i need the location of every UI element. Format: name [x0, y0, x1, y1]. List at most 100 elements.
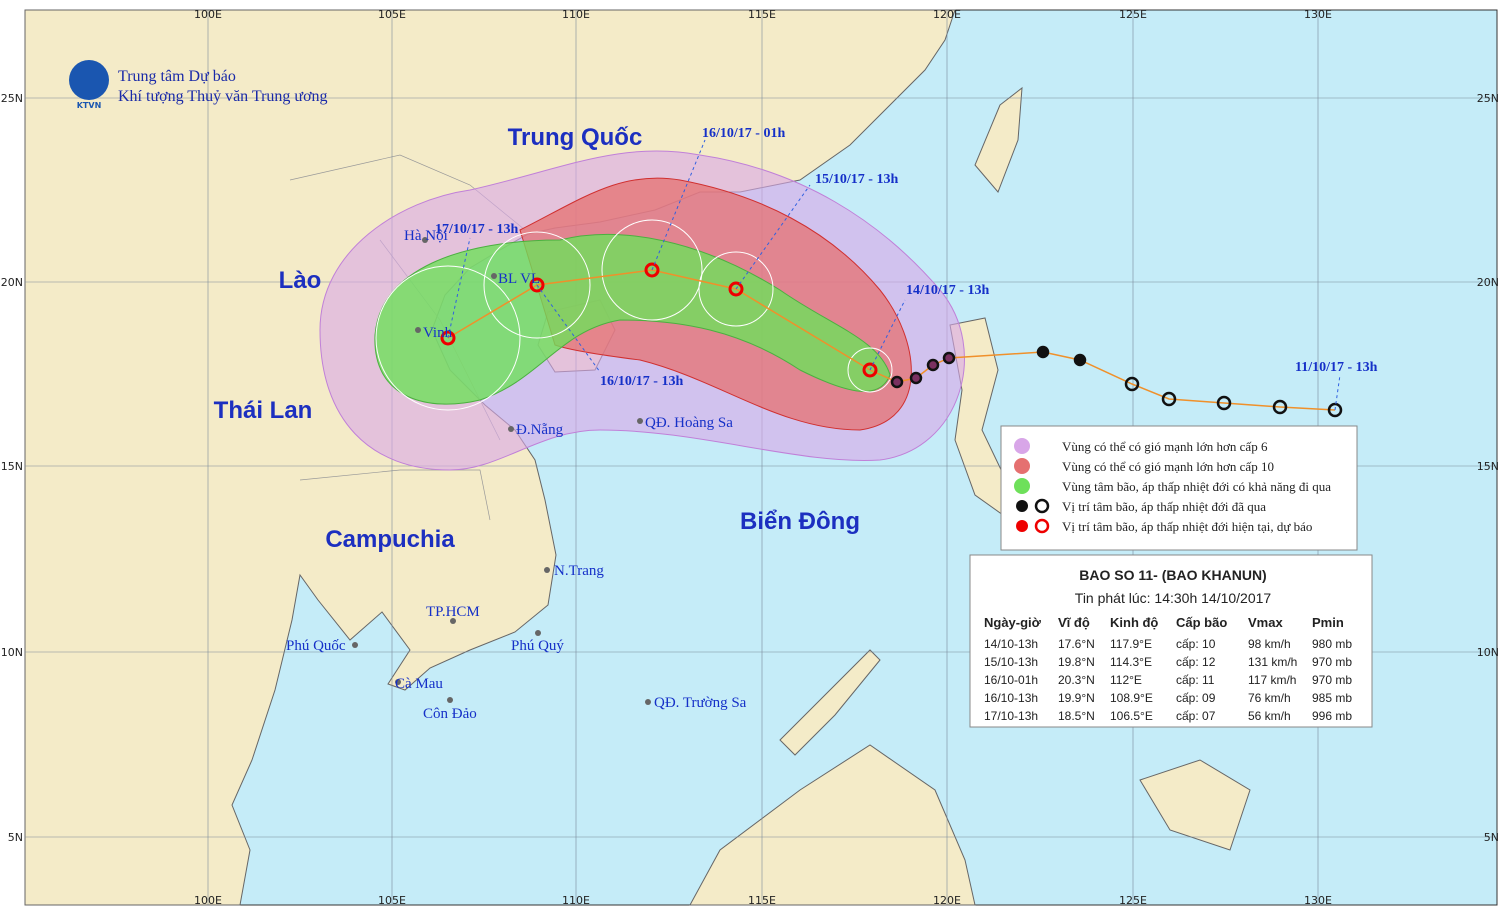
place-dot: [645, 699, 651, 705]
bulletin-cell: 114.3°E: [1110, 655, 1152, 669]
lat-label: 15N: [1477, 460, 1499, 473]
region-label: Lào: [279, 267, 322, 294]
lon-label: 130E: [1304, 8, 1332, 21]
bulletin-cell: 970 mb: [1312, 673, 1352, 687]
track-label: 14/10/17 - 13h: [906, 283, 989, 298]
bulletin-cell: 985 mb: [1312, 691, 1352, 705]
bulletin-cell: cấp: 09: [1176, 691, 1216, 705]
place-label: Vinh: [423, 325, 453, 341]
bulletin-cell: 117.9°E: [1110, 637, 1152, 651]
lon-label: 100E: [194, 8, 222, 21]
place-dot: [395, 679, 401, 685]
place-dot: [491, 273, 497, 279]
place-dot: [415, 327, 421, 333]
bulletin-cell: 17.6°N: [1058, 637, 1095, 651]
bulletin-cell: 131 km/h: [1248, 655, 1297, 669]
lon-label: 105E: [378, 894, 406, 907]
legend-swatch: [1014, 438, 1030, 454]
graticule: [25, 10, 1497, 905]
forecast-positions: [440, 262, 878, 378]
bulletin-cell: 996 mb: [1312, 709, 1352, 723]
bulletin-cell: 980 mb: [1312, 637, 1352, 651]
bulletin-cell: 19.9°N: [1058, 691, 1095, 705]
bulletin-cell: 16/10-13h: [984, 691, 1038, 705]
place-dot: [508, 426, 514, 432]
track-label: 17/10/17 - 13h: [435, 222, 518, 237]
bulletin-cell: cấp: 12: [1176, 655, 1216, 669]
bulletin-cell: 19.8°N: [1058, 655, 1095, 669]
legend-label: Vùng có thể có gió mạnh lớn hơn cấp 6: [1062, 439, 1268, 454]
bulletin-header: Pmin: [1312, 615, 1344, 630]
bulletin-header: Vmax: [1248, 615, 1283, 630]
bulletin-header: Kinh độ: [1110, 615, 1158, 630]
lon-label: 105E: [378, 8, 406, 21]
lat-label: 25N: [1, 92, 23, 105]
region-label: Campuchia: [325, 526, 455, 553]
lat-label: 5N: [1484, 831, 1499, 844]
bulletin-cell: 56 km/h: [1248, 709, 1291, 723]
place-label: QĐ. Trường Sa: [654, 695, 747, 711]
legend-box: [1000, 425, 1358, 551]
place-label: N.Trang: [554, 563, 604, 579]
track-label: 16/10/17 - 01h: [702, 126, 785, 141]
bulletin-title: BAO SO 11- (BAO KHANUN): [1079, 567, 1266, 583]
place-dot: [352, 642, 358, 648]
legend: [1000, 425, 1358, 551]
place-dot: [447, 697, 453, 703]
bulletin-header: Vĩ độ: [1058, 615, 1090, 630]
legend-label: Vị trí tâm bão, áp thấp nhiệt đới hiện t…: [1062, 519, 1312, 534]
lat-label: 5N: [8, 831, 23, 844]
place-label: TP.HCM: [426, 604, 480, 620]
radius-circles: [375, 219, 893, 411]
legend-label: Vùng tâm bão, áp thấp nhiệt đới có khả n…: [1062, 479, 1331, 494]
region-label: Thái Lan: [214, 397, 313, 424]
lon-label: 125E: [1119, 894, 1147, 907]
bulletin-box: [969, 554, 1373, 728]
bulletin-issued: Tin phát lúc: 14:30h 14/10/2017: [1075, 590, 1272, 606]
lat-label: 20N: [1477, 276, 1499, 289]
place-dot: [535, 630, 541, 636]
org-line: Trung tâm Dự báo: [118, 68, 236, 85]
past-positions: [890, 345, 1343, 418]
lon-label: 115E: [748, 894, 776, 907]
lon-label: 100E: [194, 894, 222, 907]
legend-swatch: [1014, 478, 1030, 494]
bulletin-cell: cấp: 10: [1176, 637, 1216, 651]
region-label: Trung Quốc: [508, 124, 643, 151]
lat-label: 10N: [1477, 646, 1499, 659]
lon-label: 110E: [562, 8, 590, 21]
bulletin-cell: 16/10-01h: [984, 673, 1038, 687]
lon-label: 120E: [933, 8, 961, 21]
legend-swatch: [1016, 500, 1028, 512]
place-dot: [422, 237, 428, 243]
place-label: Đ.Nẵng: [516, 422, 564, 438]
track-label: 16/10/17 - 13h: [600, 374, 683, 389]
place-label: Phú Quốc: [286, 638, 346, 654]
track-label: 15/10/17 - 13h: [815, 172, 898, 187]
org-line: Khí tượng Thuỷ văn Trung ương: [118, 88, 328, 105]
legend-label: Vị trí tâm bão, áp thấp nhiệt đới đã qua: [1062, 499, 1266, 514]
bulletin-cell: cấp: 07: [1176, 709, 1216, 723]
lon-label: 120E: [933, 894, 961, 907]
bulletin-cell: 76 km/h: [1248, 691, 1291, 705]
legend-swatch: [1034, 498, 1050, 514]
place-dot: [544, 567, 550, 573]
bulletin-cell: 20.3°N: [1058, 673, 1095, 687]
bulletin-cell: 15/10-13h: [984, 655, 1038, 669]
place-label: BL VL: [498, 271, 540, 287]
track: [447, 269, 1336, 411]
place-label: Côn Đảo: [423, 706, 477, 722]
legend-swatch: [1014, 458, 1030, 474]
bulletin-cell: 106.5°E: [1110, 709, 1153, 723]
place-label: QĐ. Hoàng Sa: [645, 415, 733, 431]
bulletin-cell: 970 mb: [1312, 655, 1352, 669]
bulletin-cell: 17/10-13h: [984, 709, 1038, 723]
lon-label: 125E: [1119, 8, 1147, 21]
bulletin-cell: 18.5°N: [1058, 709, 1095, 723]
place-label: Hà Nội: [404, 228, 448, 244]
bulletin-cell: 117 km/h: [1248, 673, 1296, 687]
bulletin-header: Cấp bão: [1176, 615, 1227, 630]
place-label: Cà Mau: [395, 676, 443, 692]
bulletin-cell: 112°E: [1110, 673, 1142, 687]
logo: KTVN: [69, 60, 109, 110]
